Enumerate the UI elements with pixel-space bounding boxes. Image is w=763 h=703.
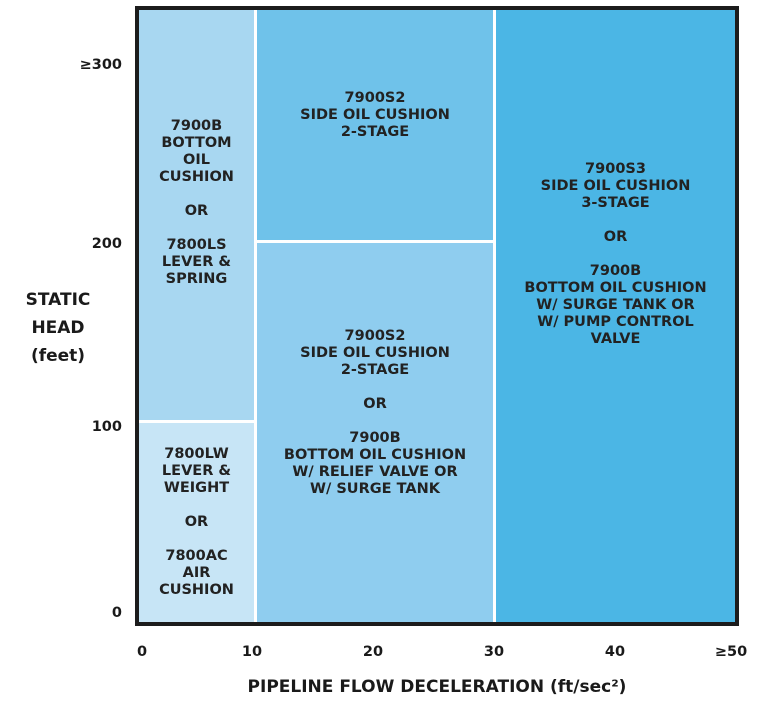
x-tick-40: 40 [604, 644, 626, 660]
region-7900s3-or-7900b: 7900S3 SIDE OIL CUSHION 3-STAGE OR 7900B BOTT… [496, 10, 735, 622]
region-line: W/ SURGE TANK OR [536, 296, 695, 313]
region-line: OR [184, 203, 209, 219]
region-line-gap [159, 497, 234, 514]
region-line: W/ SURGE TANK [310, 480, 440, 497]
y-axis-label-line: (feet) [30, 346, 86, 366]
region-line: 7900S2 [344, 89, 406, 106]
region-line: OIL [183, 152, 210, 168]
x-tick-0: 0 [136, 644, 148, 660]
x-tick-30: 30 [483, 644, 505, 660]
region-line: 7800LW [164, 446, 229, 462]
region-7900s2-or-7900b: 7900S2 SIDE OIL CUSHION 2-STAGE OR 7900B BOTT… [257, 243, 493, 622]
y-tick-0: 0 [111, 605, 122, 621]
region-line: WEIGHT [163, 480, 230, 496]
region-text: 7800LW LEVER & WEIGHT OR 7800AC AIR CUSHION [159, 446, 234, 599]
region-line: LEVER & [161, 254, 232, 270]
region-line: 7800LS [166, 237, 227, 253]
region-line-gap [284, 413, 466, 430]
region-text: 7900S2 SIDE OIL CUSHION 2-STAGE OR 7900B BOTT… [284, 328, 466, 498]
y-tick-300: ≥300 [79, 57, 122, 73]
region-line: AIR [182, 565, 211, 581]
region-line: 7900B [589, 262, 642, 279]
region-line-gap [159, 531, 234, 548]
region-line-gap [159, 220, 234, 237]
y-axis-label-line: HEAD [31, 318, 85, 338]
region-line: BOTTOM OIL CUSHION [283, 446, 467, 463]
region-line: 7900B [349, 429, 401, 446]
region-line-gap [524, 212, 706, 229]
region-line: BOTTOM [161, 135, 232, 151]
region-line: SIDE OIL CUSHION [300, 106, 450, 123]
region-line: 7800AC [165, 548, 228, 564]
region-line: CUSHION [159, 582, 234, 598]
region-7900b-or-7800ls: 7900B BOTTOM OIL CUSHION OR 7800LS LEVER & SPRI… [139, 10, 254, 420]
y-tick-200: 200 [91, 236, 122, 252]
region-line: OR [603, 228, 628, 245]
region-line: OR [363, 395, 387, 412]
region-line: 3-STAGE [581, 194, 650, 211]
region-7900s2-upper: 7900S2 SIDE OIL CUSHION 2-STAGE [257, 10, 493, 240]
region-line: SPRING [165, 271, 228, 287]
region-line: 7900S3 [585, 160, 646, 177]
x-tick-20: 20 [362, 644, 384, 660]
region-line: SIDE OIL CUSHION [300, 344, 450, 361]
region-7800lw-or-7800ac: 7800LW LEVER & WEIGHT OR 7800AC AIR CUSHION [139, 423, 254, 622]
y-tick-100: 100 [91, 419, 122, 435]
y-axis-label-line: STATIC [25, 290, 91, 310]
region-line: VALVE [590, 330, 641, 347]
diagram-frame: 7900B BOTTOM OIL CUSHION OR 7800LS LEVER & SPRI… [135, 6, 739, 626]
region-line-gap [284, 379, 466, 396]
region-text: 7900S2 SIDE OIL CUSHION 2-STAGE [300, 90, 450, 141]
region-line: OR [184, 514, 209, 530]
y-axis-label: STATIC HEAD (feet) [8, 286, 108, 370]
region-line: BOTTOM OIL CUSHION [524, 279, 707, 296]
region-line: W/ RELIEF VALVE OR [292, 463, 458, 480]
region-line: W/ PUMP CONTROL [537, 313, 694, 330]
region-line-gap [524, 246, 706, 263]
region-line: 7900S2 [344, 327, 406, 344]
x-tick-50: ≥50 [714, 644, 748, 660]
region-line: 2-STAGE [340, 123, 410, 140]
x-tick-10: 10 [241, 644, 263, 660]
region-line: SIDE OIL CUSHION [540, 177, 691, 194]
region-line: LEVER & [161, 463, 232, 479]
region-text: 7900S3 SIDE OIL CUSHION 3-STAGE OR 7900B BOTT… [524, 161, 706, 348]
region-text: 7900B BOTTOM OIL CUSHION OR 7800LS LEVER & SPRI… [159, 118, 234, 288]
x-axis-label: PIPELINE FLOW DECELERATION (ft/sec²) [247, 677, 627, 697]
region-line-gap [159, 186, 234, 203]
region-line: 7900B [170, 118, 223, 134]
region-line: 2-STAGE [340, 361, 410, 378]
region-line: CUSHION [159, 169, 234, 185]
